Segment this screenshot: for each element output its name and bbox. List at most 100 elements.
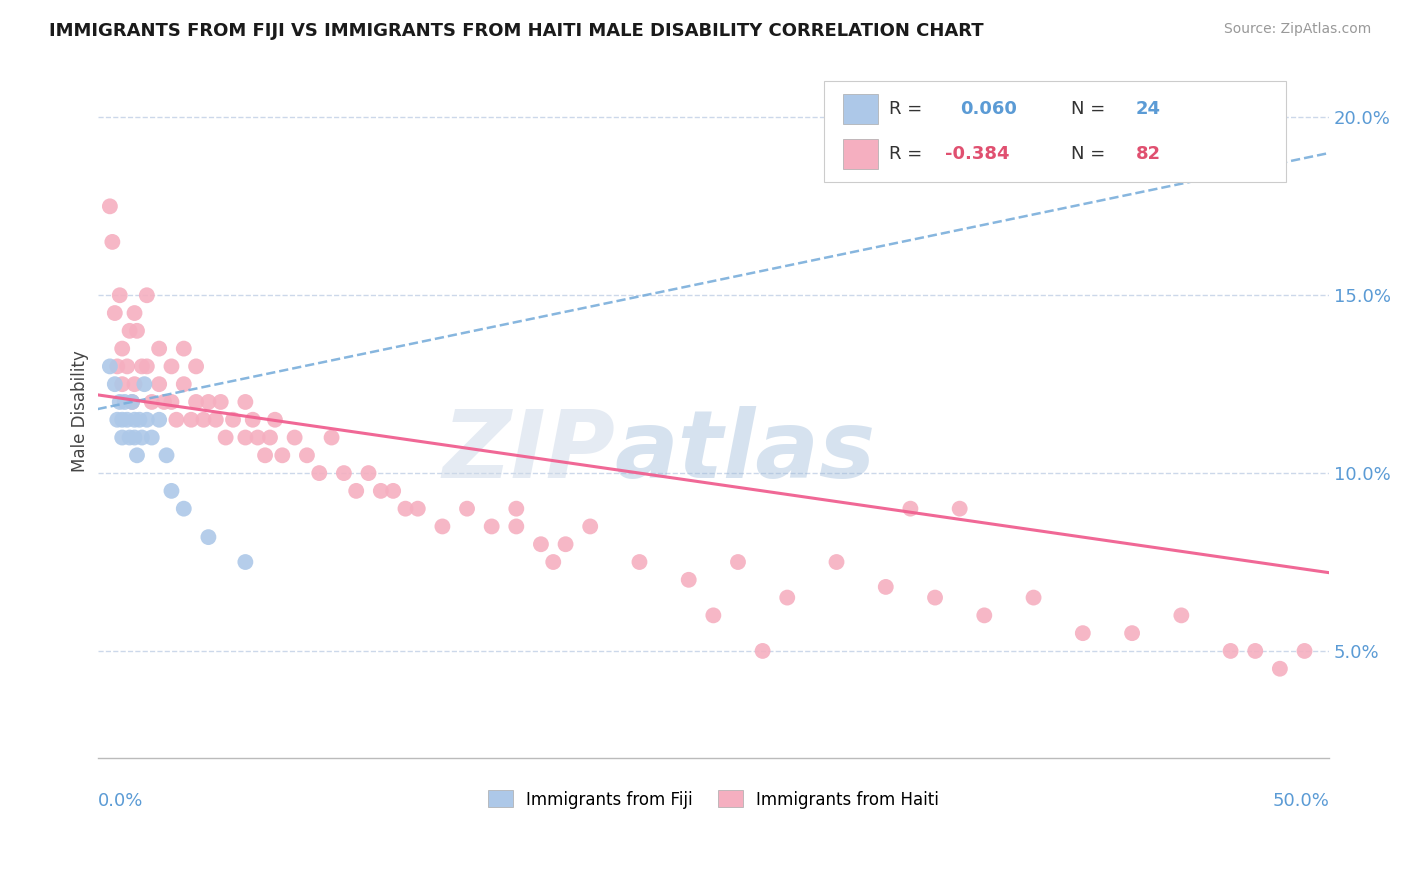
Point bbox=[702, 608, 724, 623]
Point bbox=[579, 519, 602, 533]
Point bbox=[259, 431, 281, 445]
Point bbox=[1268, 662, 1291, 676]
Text: Source: ZipAtlas.com: Source: ZipAtlas.com bbox=[1223, 22, 1371, 37]
Point bbox=[135, 288, 157, 302]
Point bbox=[111, 413, 134, 427]
Point bbox=[382, 483, 405, 498]
Text: -0.384: -0.384 bbox=[945, 145, 1010, 163]
Point bbox=[370, 483, 392, 498]
Point bbox=[678, 573, 700, 587]
Point bbox=[628, 555, 651, 569]
Text: 0.060: 0.060 bbox=[960, 100, 1017, 118]
Point bbox=[197, 530, 219, 544]
Point bbox=[160, 483, 183, 498]
Point bbox=[141, 431, 163, 445]
Point bbox=[209, 395, 232, 409]
Point bbox=[111, 431, 134, 445]
Point bbox=[108, 395, 131, 409]
Point bbox=[254, 448, 277, 462]
Point bbox=[776, 591, 799, 605]
Point bbox=[124, 306, 146, 320]
Point bbox=[104, 306, 127, 320]
Y-axis label: Male Disability: Male Disability bbox=[72, 350, 89, 472]
Text: 24: 24 bbox=[1136, 100, 1161, 118]
Text: ZIP: ZIP bbox=[441, 407, 614, 499]
Point bbox=[124, 431, 146, 445]
Point bbox=[727, 555, 749, 569]
Point bbox=[118, 431, 141, 445]
Point bbox=[1219, 644, 1241, 658]
Point bbox=[197, 395, 219, 409]
Point bbox=[235, 555, 257, 569]
Text: R =: R = bbox=[890, 100, 928, 118]
Point bbox=[357, 466, 380, 480]
Point bbox=[125, 324, 148, 338]
Point bbox=[246, 431, 269, 445]
Point bbox=[949, 501, 972, 516]
Text: 0.0%: 0.0% bbox=[97, 792, 143, 810]
Point bbox=[1121, 626, 1143, 640]
Point bbox=[284, 431, 307, 445]
Point bbox=[900, 501, 922, 516]
Text: R =: R = bbox=[890, 145, 928, 163]
Point bbox=[505, 519, 527, 533]
Point bbox=[235, 431, 257, 445]
Point bbox=[173, 377, 195, 392]
Point bbox=[131, 431, 153, 445]
Text: atlas: atlas bbox=[614, 407, 876, 499]
Point bbox=[180, 413, 202, 427]
Point bbox=[141, 395, 163, 409]
Point bbox=[432, 519, 454, 533]
Point bbox=[134, 377, 156, 392]
Point bbox=[271, 448, 294, 462]
Point bbox=[108, 288, 131, 302]
Point bbox=[111, 342, 134, 356]
Point bbox=[124, 377, 146, 392]
Text: N =: N = bbox=[1070, 145, 1111, 163]
Point bbox=[1294, 644, 1316, 658]
FancyBboxPatch shape bbox=[842, 139, 879, 169]
Point bbox=[125, 448, 148, 462]
Point bbox=[394, 501, 416, 516]
Text: 50.0%: 50.0% bbox=[1272, 792, 1329, 810]
Point bbox=[1244, 644, 1267, 658]
FancyBboxPatch shape bbox=[842, 94, 879, 124]
Point bbox=[105, 413, 128, 427]
Point bbox=[222, 413, 245, 427]
Point bbox=[135, 359, 157, 374]
Point bbox=[135, 413, 157, 427]
Point bbox=[295, 448, 318, 462]
Point bbox=[321, 431, 343, 445]
Point bbox=[104, 377, 127, 392]
Point bbox=[751, 644, 773, 658]
Point bbox=[554, 537, 576, 551]
Point bbox=[153, 395, 176, 409]
Point bbox=[1022, 591, 1045, 605]
Point bbox=[456, 501, 478, 516]
Point bbox=[184, 395, 207, 409]
Point bbox=[128, 413, 150, 427]
Point bbox=[121, 395, 143, 409]
Point bbox=[481, 519, 503, 533]
Point bbox=[214, 431, 236, 445]
Point bbox=[114, 395, 136, 409]
Point bbox=[825, 555, 848, 569]
Legend: Immigrants from Fiji, Immigrants from Haiti: Immigrants from Fiji, Immigrants from Ha… bbox=[481, 784, 946, 815]
Point bbox=[124, 413, 146, 427]
Point bbox=[105, 359, 128, 374]
Point bbox=[875, 580, 897, 594]
Point bbox=[131, 359, 153, 374]
Point bbox=[160, 395, 183, 409]
Point bbox=[541, 555, 564, 569]
Point bbox=[1071, 626, 1094, 640]
Point bbox=[406, 501, 429, 516]
Point bbox=[505, 501, 527, 516]
Point bbox=[148, 377, 170, 392]
Point bbox=[115, 413, 138, 427]
Point bbox=[98, 359, 121, 374]
FancyBboxPatch shape bbox=[824, 81, 1286, 182]
Point bbox=[165, 413, 187, 427]
Point bbox=[155, 448, 177, 462]
Point bbox=[235, 395, 257, 409]
Point bbox=[118, 324, 141, 338]
